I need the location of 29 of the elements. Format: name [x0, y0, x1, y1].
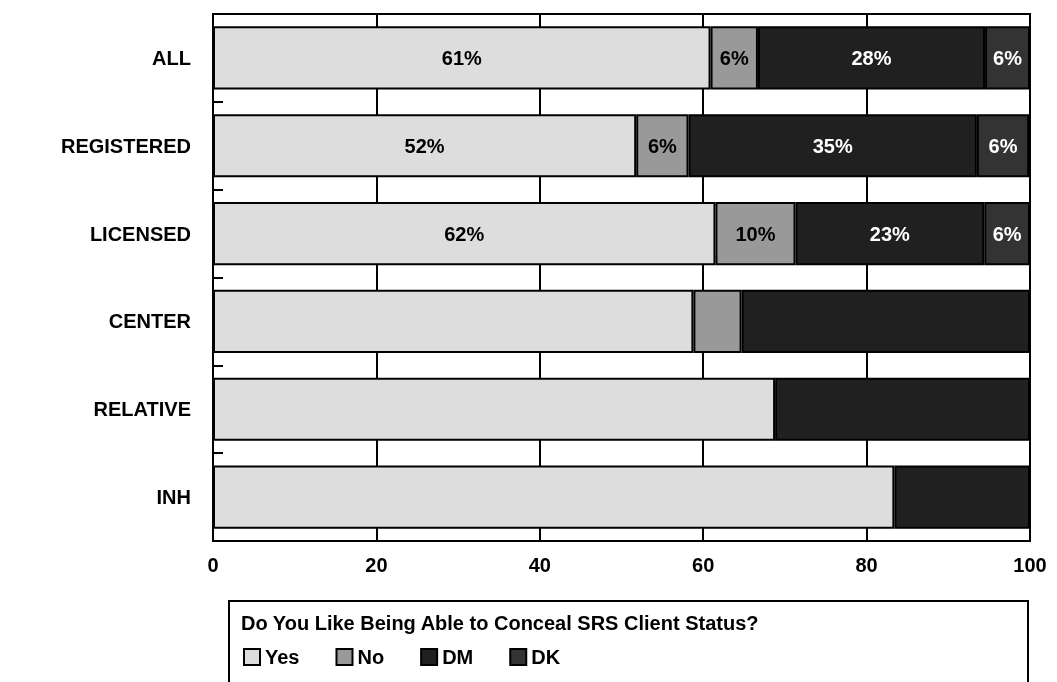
- x-tick-label: 40: [528, 554, 551, 576]
- data-label: 6%: [993, 46, 1023, 69]
- data-label: 6%: [988, 134, 1018, 157]
- x-tick-label: 60: [692, 554, 715, 576]
- data-label: 6%: [992, 222, 1022, 245]
- legend-label: No: [357, 646, 385, 668]
- data-label: 10%: [735, 222, 776, 245]
- x-tick-label: 80: [855, 554, 878, 576]
- y-tick-label: LICENSED: [89, 222, 191, 245]
- data-label: 6%: [647, 134, 678, 157]
- legend-title: Do You Like Being Able to Conceal SRS Client Status?: [241, 612, 759, 634]
- data-label: 61%: [441, 46, 483, 69]
- y-tick-label: REGISTERED: [60, 134, 191, 157]
- x-tick-label: 20: [365, 554, 388, 576]
- legend-label: Yes: [265, 646, 300, 668]
- y-tick-label: RELATIVE: [93, 398, 191, 421]
- y-tick-label: ALL: [152, 46, 191, 69]
- y-tick-label: CENTER: [108, 310, 192, 333]
- legend-label: DM: [442, 646, 474, 668]
- y-tick-label: INH: [156, 486, 191, 509]
- data-label: 35%: [812, 134, 853, 157]
- data-label: 23%: [869, 222, 911, 245]
- x-tick-label: 100: [1013, 554, 1047, 576]
- data-label: 6%: [719, 46, 749, 69]
- x-tick-label: 0: [207, 554, 219, 576]
- data-label: 62%: [444, 222, 485, 245]
- data-label: 28%: [851, 46, 892, 69]
- data-label: 52%: [404, 134, 445, 157]
- legend-label: DK: [531, 646, 561, 668]
